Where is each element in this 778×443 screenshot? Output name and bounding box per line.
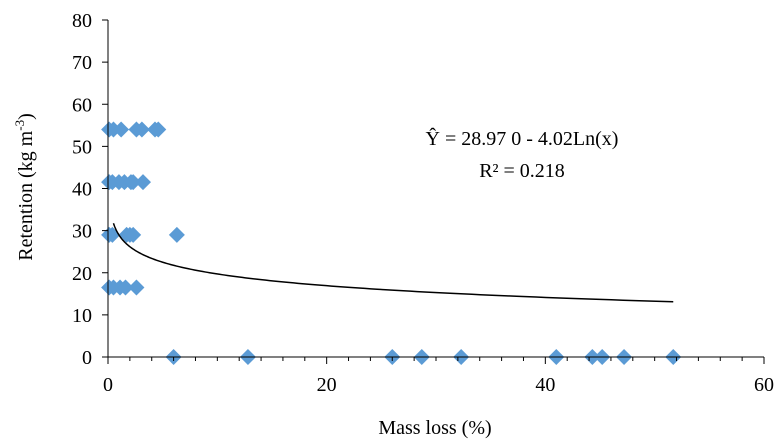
data-point	[133, 121, 150, 138]
data-point	[125, 226, 142, 243]
y-axis-title-superscript: -3	[12, 120, 27, 131]
x-tick-label: 20	[317, 374, 337, 396]
y-tick-label: 10	[72, 305, 92, 327]
data-point	[125, 174, 142, 191]
trendline-equation: Ŷ = 28.97 0 - 4.02Ln(x)	[426, 127, 619, 150]
y-tick-label: 0	[82, 347, 92, 369]
x-tick-label: 40	[535, 374, 555, 396]
data-point	[117, 279, 134, 296]
data-point	[134, 174, 151, 191]
x-axis-title: Mass loss (%)	[378, 417, 491, 439]
y-axis-title-main: Retention (kg m	[15, 130, 37, 260]
y-tick-label: 30	[72, 221, 92, 243]
data-point	[150, 121, 167, 138]
r-squared-label: R² = 0.218	[479, 160, 565, 182]
x-tick-label: 60	[754, 374, 774, 396]
y-tick-label: 80	[72, 10, 92, 32]
data-point	[168, 226, 185, 243]
log-trendline	[112, 223, 674, 303]
y-axis-title: Retention (kg m-3)	[12, 113, 37, 261]
x-tick-label: 0	[103, 374, 113, 396]
data-points	[101, 121, 682, 365]
data-point	[128, 279, 145, 296]
y-tick-label: 70	[72, 52, 92, 74]
y-tick-label: 40	[72, 179, 92, 201]
y-axis-title-close: )	[15, 113, 37, 120]
y-tick-label: 50	[72, 136, 92, 158]
y-tick-label: 20	[72, 263, 92, 285]
y-tick-label: 60	[72, 94, 92, 116]
data-point	[113, 121, 130, 138]
axis-ticks	[102, 19, 765, 364]
tick-labels: 0 10 20 30 40 50 60 70 80 0 20 40 60	[72, 10, 774, 396]
